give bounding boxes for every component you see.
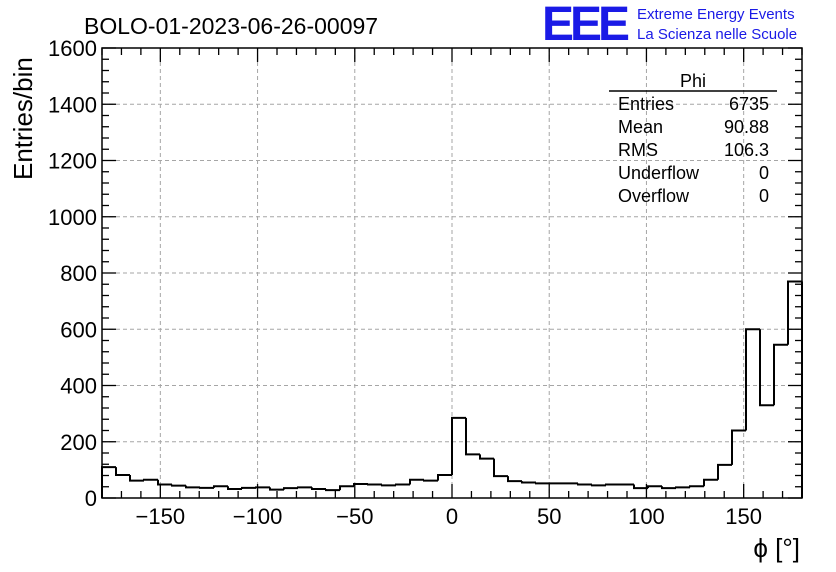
histogram-bin: [199, 486, 214, 489]
stats-row-value: 90.88: [724, 117, 769, 137]
y-tick-label: 400: [60, 374, 97, 399]
stats-box-name: Phi: [680, 71, 706, 91]
histogram-bin: [115, 467, 130, 476]
histogram-bin: [255, 486, 270, 489]
x-tick-label: 150: [725, 504, 762, 529]
histogram-bin: [759, 329, 774, 407]
histogram-title: BOLO-01-2023-06-26-00097: [84, 13, 378, 39]
y-tick-label: 1600: [48, 36, 97, 61]
histogram-bin: [717, 463, 732, 480]
y-tick-label: 1400: [48, 92, 97, 117]
histogram-bin: [437, 473, 452, 481]
histogram-bin: [745, 328, 760, 431]
histogram-bin: [493, 458, 508, 478]
histogram-bin: [143, 478, 158, 481]
axes: [101, 47, 803, 499]
histogram-bin: [773, 343, 788, 406]
histogram-bins: [101, 280, 803, 498]
histogram-bin: [171, 484, 186, 487]
histogram-bin: [283, 487, 298, 490]
histogram-bin: [395, 483, 410, 486]
x-tick-label: −50: [336, 504, 373, 529]
x-tick-label: 100: [628, 504, 665, 529]
stats-row-value: 0: [759, 186, 769, 206]
eee-logo-line1: Extreme Energy Events: [637, 6, 795, 23]
histogram-bin: [703, 478, 718, 487]
histogram-bin: [577, 483, 592, 486]
x-tick-label: −150: [136, 504, 186, 529]
stats-row-value: 106.3: [724, 140, 769, 160]
stats-row-label: Overflow: [618, 186, 690, 206]
histogram-bin: [507, 476, 522, 483]
x-tick-label: −100: [233, 504, 283, 529]
histogram-bin: [311, 487, 326, 490]
stats-box: Phi Entries 6735 Mean 90.88 RMS 106.3 Underflo…: [609, 71, 777, 206]
histogram-bin: [157, 479, 172, 486]
histogram-bin: [381, 484, 396, 487]
histogram-bin: [521, 481, 536, 484]
histogram-bin: [479, 454, 494, 460]
histogram-bin: [325, 489, 340, 492]
y-tick-label: 1000: [48, 205, 97, 230]
histogram-bin: [647, 485, 662, 489]
stats-row-label: Entries: [618, 94, 674, 114]
histogram-bin: [213, 485, 228, 488]
histogram-bin: [227, 486, 242, 490]
stats-row-label: Mean: [618, 117, 663, 137]
stats-rows: Entries 6735 Mean 90.88 RMS 106.3 Underflow 0 Ov…: [618, 94, 769, 206]
x-tick-label: 50: [537, 504, 561, 529]
tick-labels: −150 −100 −50 0 50 100 150 0 200 400 600 800 1000 120…: [48, 36, 762, 529]
histogram-bin: [339, 485, 354, 491]
histogram-bin: [535, 482, 550, 485]
histogram-bin: [689, 485, 704, 488]
stats-row-value: 6735: [729, 94, 769, 114]
histogram-bin: [605, 483, 620, 486]
eee-logo: EEE Extreme Energy Events La Scienza nel…: [542, 0, 797, 51]
histogram-bin: [675, 486, 690, 489]
x-axis-title: ϕ [°]: [753, 533, 800, 563]
histogram-bin: [353, 482, 368, 487]
y-tick-label: 0: [85, 486, 97, 511]
histogram-bin: [101, 466, 116, 498]
histogram-bin: [787, 280, 802, 345]
y-axis-title: Entries/bin: [8, 57, 38, 180]
histogram-bin: [297, 486, 312, 489]
eee-logo-mark: EEE: [542, 0, 630, 51]
histogram-bin: [731, 429, 746, 465]
histogram-bin: [367, 483, 382, 486]
histogram-bin: [409, 478, 424, 485]
histogram-bin: [269, 487, 284, 491]
x-tick-label: 0: [446, 504, 458, 529]
y-tick-label: 800: [60, 261, 97, 286]
histogram-bin: [633, 484, 648, 490]
histogram-bin: [661, 486, 676, 490]
y-tick-label: 200: [60, 430, 97, 455]
stats-row-label: Underflow: [618, 163, 700, 183]
grid-lines: [102, 48, 802, 498]
y-tick-label: 1200: [48, 149, 97, 174]
y-tick-label: 600: [60, 317, 97, 342]
stats-row-value: 0: [759, 163, 769, 183]
histogram-bin: [185, 485, 200, 489]
histogram-bin: [241, 486, 256, 489]
stats-row-label: RMS: [618, 140, 658, 160]
eee-logo-line2: La Scienza nelle Scuole: [637, 26, 797, 43]
histogram-bin: [465, 417, 480, 456]
histogram-bin: [451, 416, 466, 475]
histogram-bin: [591, 484, 606, 487]
histogram-bin: [129, 474, 144, 482]
histogram-bin: [423, 479, 438, 482]
